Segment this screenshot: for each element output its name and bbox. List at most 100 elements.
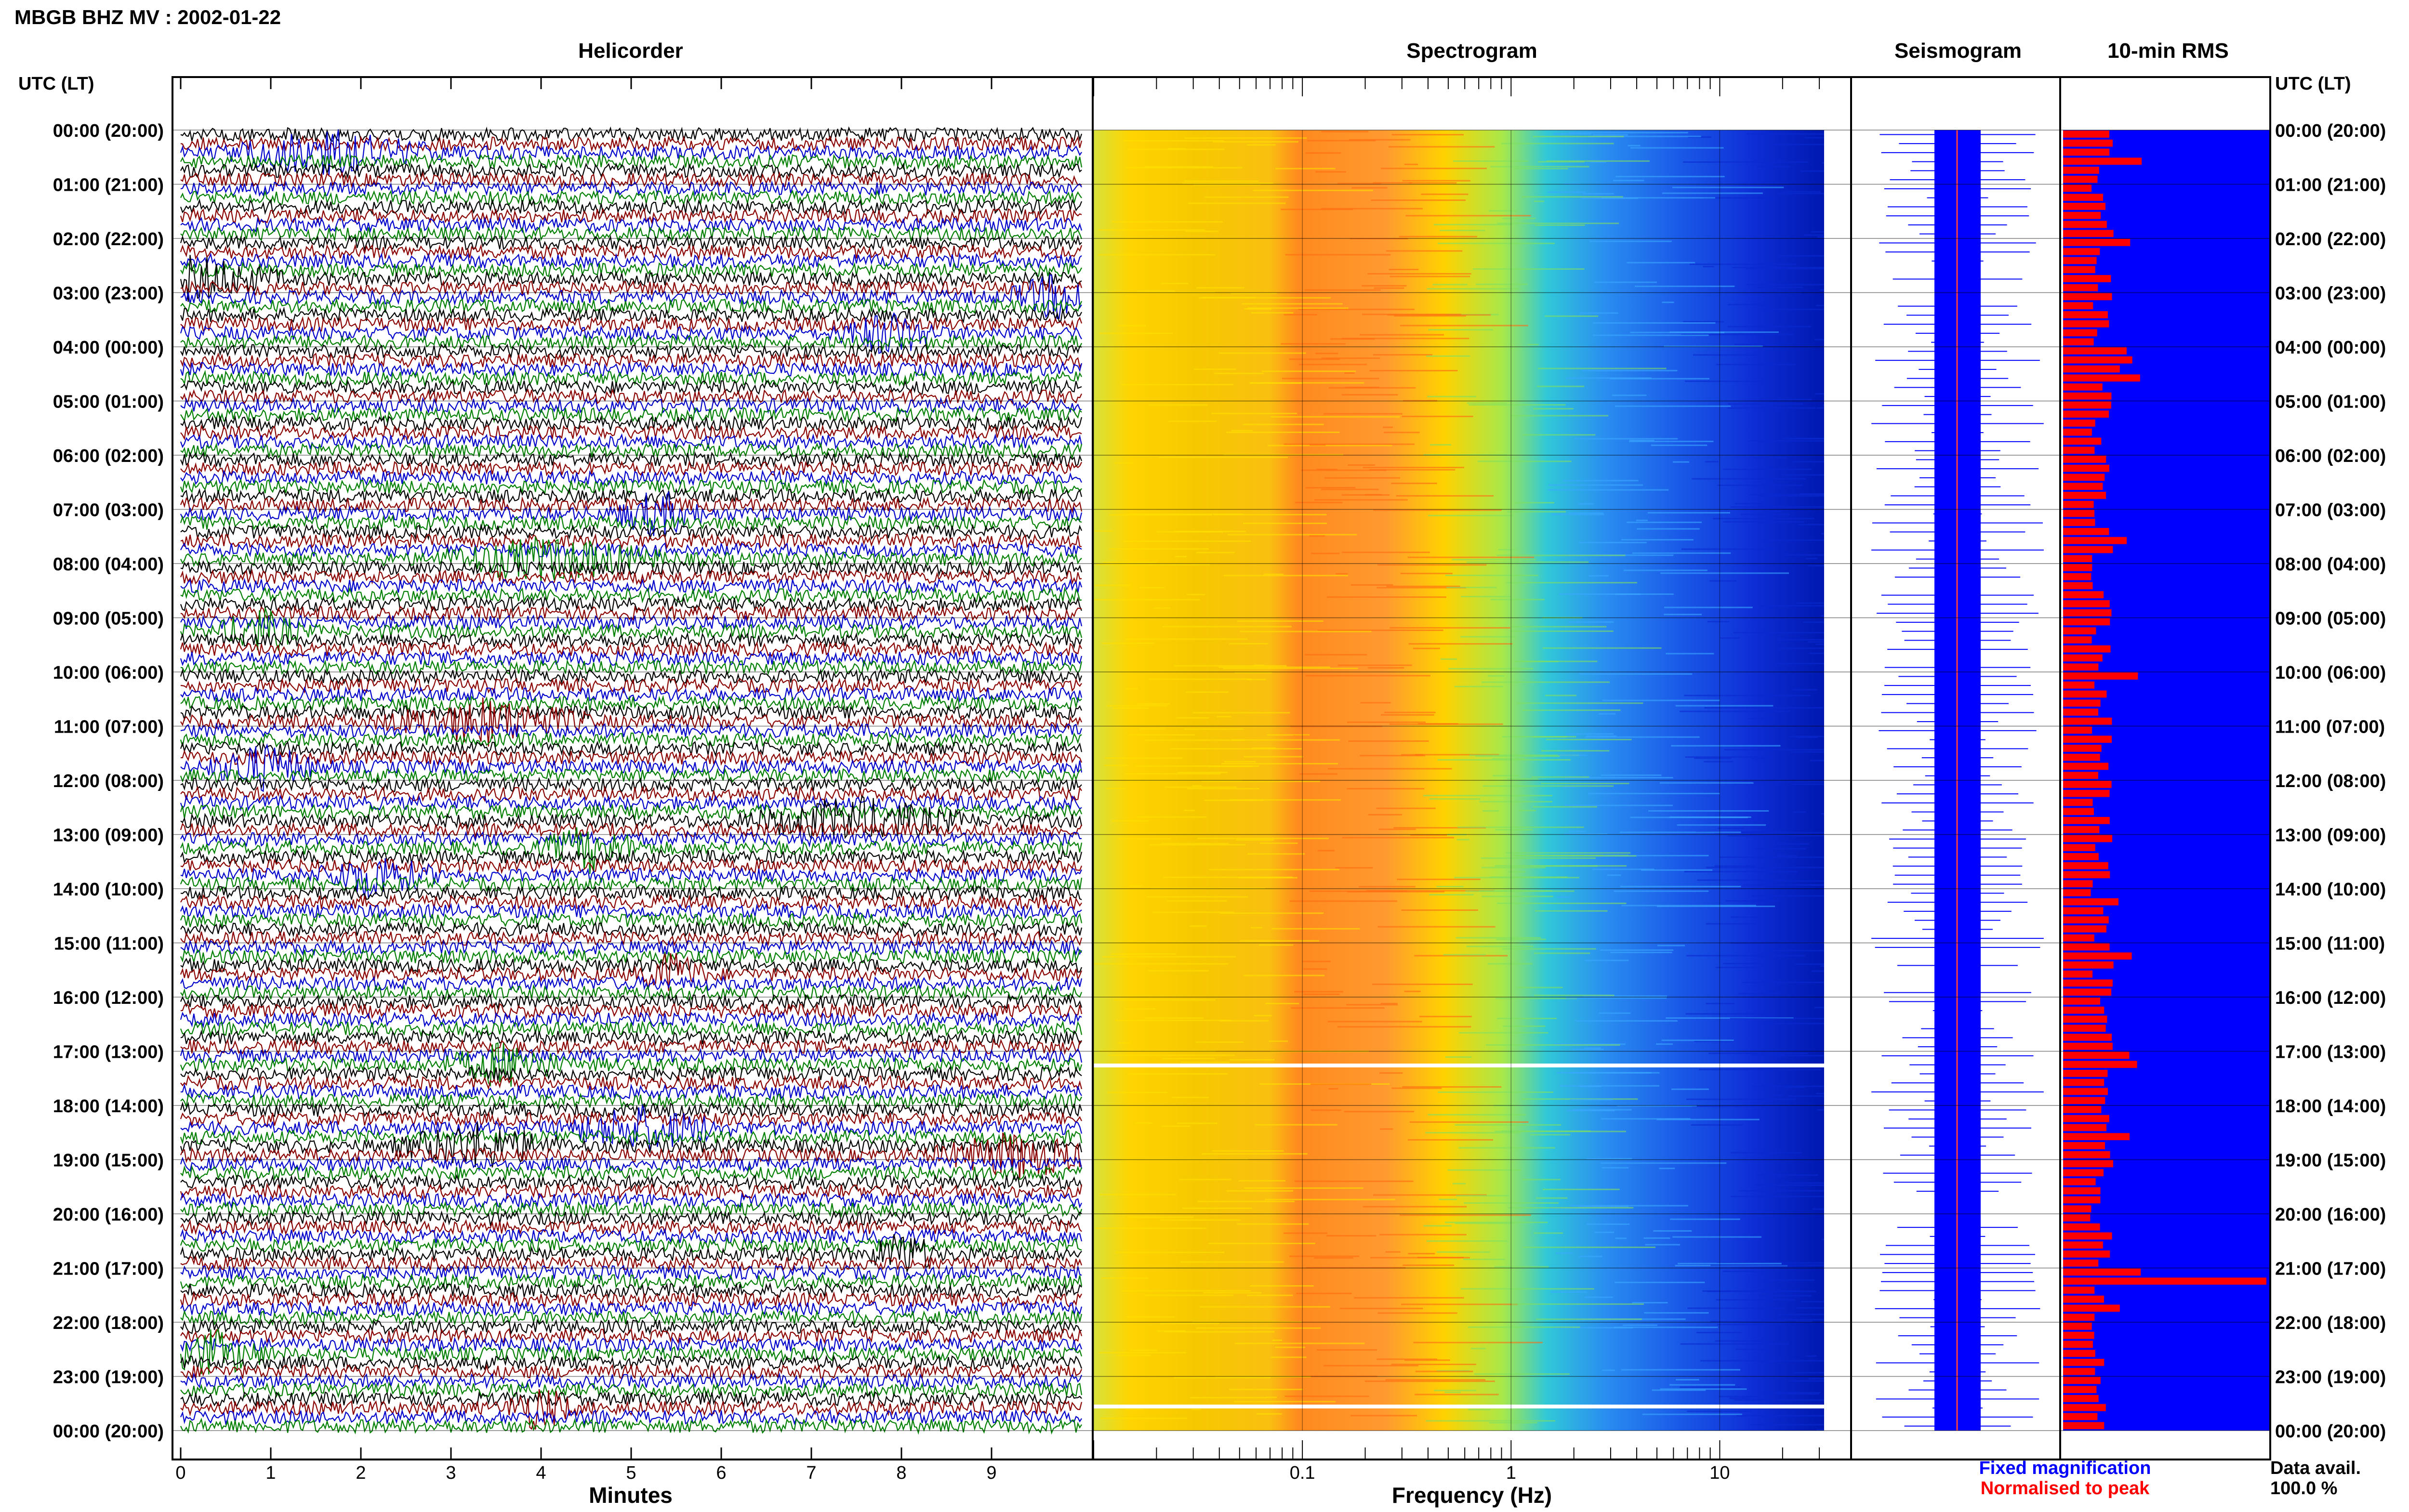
spectrogram-streak: [1441, 658, 1457, 660]
spectrogram-streak: [1305, 487, 1356, 488]
spectrogram-streak: [1258, 944, 1294, 946]
spectrogram-streak: [1748, 494, 1824, 496]
spectrogram-streak: [1791, 689, 1817, 691]
time-label-left: 13:00 (09:00): [53, 826, 164, 846]
spectrogram-streak: [1809, 652, 1824, 654]
spectrogram-streak: [1706, 867, 1824, 868]
rms-bar: [2063, 889, 2091, 896]
time-label-left: 16:00 (12:00): [53, 988, 164, 1008]
spectrogram-streak: [1707, 621, 1730, 622]
spectrogram-streak: [1436, 886, 1464, 888]
helicorder-row-trace: [180, 1038, 1082, 1056]
rms-bar: [2063, 600, 2110, 607]
rms-bar: [2063, 898, 2118, 906]
spectrogram-streak: [1240, 940, 1319, 942]
spectrogram-streak: [1391, 1087, 1442, 1089]
spectrogram-streak: [1202, 1153, 1308, 1155]
spectrogram-streak: [1566, 733, 1614, 735]
spectrogram-streak: [1265, 1002, 1299, 1004]
spectrogram-streak: [1456, 937, 1541, 939]
spectrogram-streak: [1230, 799, 1341, 801]
rms-bar: [2063, 1106, 2102, 1113]
rms-bar: [2063, 1034, 2112, 1041]
helicorder-row-trace: [180, 912, 1083, 929]
spectrogram-streak: [1101, 643, 1154, 644]
spectrogram-streak: [1685, 756, 1773, 758]
rms-bar: [2063, 392, 2112, 400]
spectrogram-streak: [1522, 196, 1623, 198]
spectrogram-streak: [1298, 364, 1367, 366]
spectrogram-streak: [1399, 1214, 1531, 1216]
spectrogram-streak: [1672, 186, 1784, 188]
spectrogram-streak: [1387, 314, 1491, 316]
time-label-right: 04:00 (00:00): [2275, 338, 2386, 358]
spectrogram-streak: [1506, 582, 1637, 584]
rms-bar: [2063, 148, 2110, 156]
helicorder-row-trace: [180, 1210, 1082, 1227]
spectrogram-streak: [1314, 499, 1408, 501]
spectrogram-streak: [1104, 764, 1128, 766]
time-label-left: 03:00 (23:00): [53, 284, 164, 304]
helicorder-row-trace: [180, 677, 1082, 695]
utc-label-left: UTC (LT): [18, 74, 94, 94]
helicorder-row-trace: [180, 830, 1082, 848]
rms-bar: [2063, 970, 2093, 978]
spectrogram-streak: [1769, 950, 1824, 952]
time-label-left: 18:00 (14:00): [53, 1096, 164, 1117]
rms-bar: [2063, 871, 2110, 879]
spectrogram-streak: [1627, 262, 1695, 263]
spectrogram-streak: [1709, 580, 1736, 582]
spectrogram-streak: [1148, 404, 1208, 406]
spectrogram-streak: [1735, 1348, 1769, 1350]
data-avail-label: Data avail.: [2270, 1458, 2361, 1478]
spectrogram-streak: [1434, 1390, 1477, 1392]
spectrogram-streak: [1310, 444, 1326, 446]
spectrogram-streak: [1730, 1018, 1824, 1019]
spectrogram-streak: [1704, 707, 1824, 709]
spectrogram-gap: [1094, 1405, 1824, 1408]
spectrogram-streak: [1468, 1408, 1491, 1410]
helicorder-row-trace: [180, 1192, 1082, 1209]
spectrogram-streak: [1599, 1012, 1631, 1014]
utc-label-right: UTC (LT): [2275, 74, 2351, 94]
spectrogram-streak: [1246, 144, 1276, 146]
spectrogram-streak: [1377, 1312, 1457, 1314]
helicorder-row-trace: [180, 1173, 1083, 1191]
spectrogram-streak: [1182, 183, 1273, 184]
spectrogram-streak: [1453, 160, 1528, 162]
helicorder-row-trace: [180, 243, 1083, 261]
spectrogram-streak: [1168, 421, 1217, 422]
spectrogram-streak: [1373, 1194, 1487, 1196]
spectrogram-streak: [1401, 754, 1423, 756]
spectrogram-streak: [1820, 965, 1824, 967]
spectrogram-streak: [1149, 678, 1251, 680]
spectrogram-streak: [1213, 513, 1327, 515]
spectrogram-streak: [1776, 1319, 1824, 1321]
spectrogram-streak: [1582, 369, 1678, 371]
spectrogram-streak: [1759, 1295, 1812, 1297]
spectrogram-streak: [1321, 488, 1379, 490]
rms-bar: [2063, 817, 2110, 824]
helicorder-row-trace: [180, 631, 1083, 649]
spectrogram-streak: [1231, 292, 1277, 294]
spectrogram-streak: [1699, 1069, 1821, 1070]
time-label-right: 19:00 (15:00): [2275, 1151, 2386, 1171]
spectrogram-streak: [1281, 209, 1353, 210]
spectrogram-streak: [1396, 495, 1494, 497]
spectrogram-streak: [1328, 387, 1416, 389]
spectrogram-streak: [1760, 605, 1824, 607]
time-label-left: 02:00 (22:00): [53, 229, 164, 250]
spectrogram-streak: [1588, 135, 1701, 137]
spectrogram-streak: [1099, 332, 1173, 334]
helicorder-row-trace: [180, 1219, 1082, 1236]
spectrogram-streak: [1612, 394, 1647, 396]
rms-bar: [2063, 1133, 2130, 1141]
spectrogram-streak: [1583, 995, 1667, 997]
rms-bar: [2063, 510, 2095, 517]
spectrogram-streak: [1501, 143, 1614, 145]
rms-bar: [2063, 1142, 2105, 1149]
spectrogram-streak: [1409, 1121, 1529, 1123]
spectrogram-streak: [1578, 1206, 1629, 1208]
time-label-right: 12:00 (08:00): [2275, 771, 2386, 791]
spectrogram-streak: [1400, 325, 1528, 327]
